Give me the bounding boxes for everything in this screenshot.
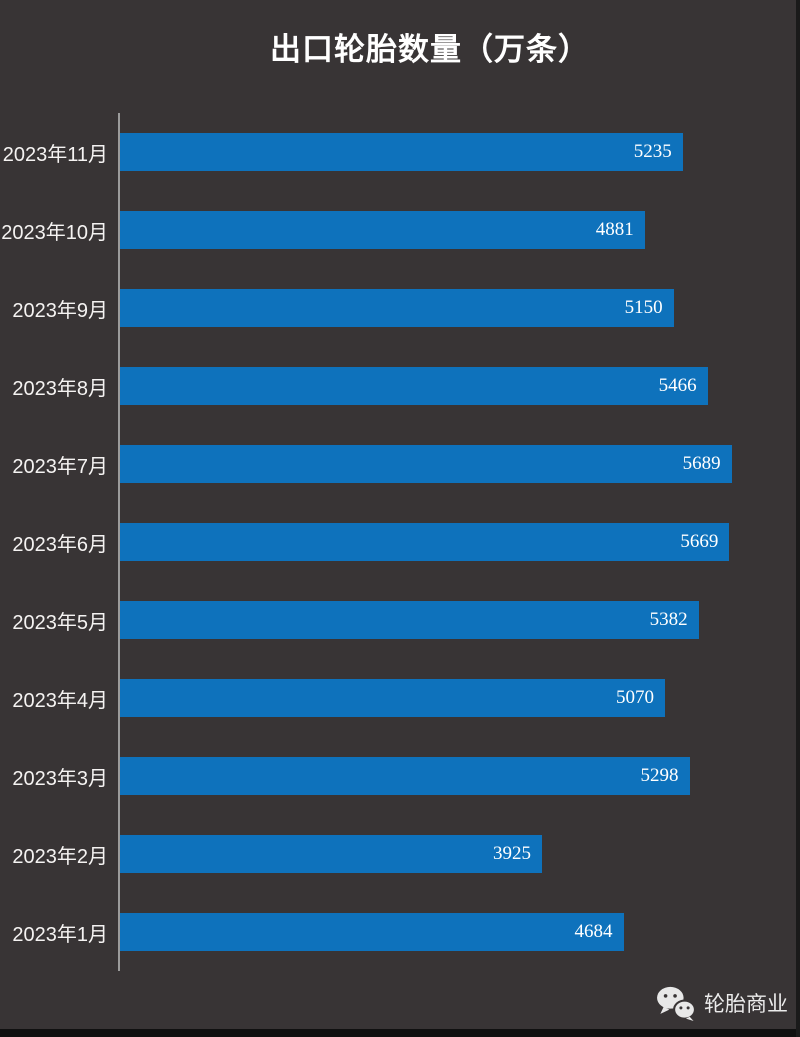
category-label: 2023年6月 bbox=[12, 533, 108, 556]
value-label: 5070 bbox=[616, 687, 655, 708]
bar-row: 2023年3月 5298 bbox=[0, 737, 765, 815]
bar: 5689 bbox=[120, 445, 732, 483]
bar: 5298 bbox=[120, 757, 690, 795]
category-label: 2023年3月 bbox=[12, 767, 108, 790]
category-label: 2023年1月 bbox=[12, 923, 108, 946]
bar-track: 5382 bbox=[120, 581, 765, 659]
bar-track: 5150 bbox=[120, 269, 765, 347]
bar: 5466 bbox=[120, 367, 708, 405]
bar-track: 5466 bbox=[120, 347, 765, 425]
bar-track: 5689 bbox=[120, 425, 765, 503]
bar-row: 2023年4月 5070 bbox=[0, 659, 765, 737]
bar-row: 2023年6月 5669 bbox=[0, 503, 765, 581]
bar-row: 2023年11月 5235 bbox=[0, 113, 765, 191]
value-label: 5689 bbox=[682, 453, 721, 474]
bar: 5070 bbox=[120, 679, 666, 717]
category-label: 2023年8月 bbox=[12, 377, 108, 400]
bar-track: 5669 bbox=[120, 503, 765, 581]
watermark-label: 轮胎商业 bbox=[704, 993, 788, 1016]
value-label: 4684 bbox=[574, 921, 613, 942]
bar-track: 4881 bbox=[120, 191, 765, 269]
bar-row: 2023年2月 3925 bbox=[0, 815, 765, 893]
value-label: 5669 bbox=[680, 531, 719, 552]
bottom-edge-border bbox=[0, 1029, 800, 1037]
bar-track: 5235 bbox=[120, 113, 765, 191]
bar-track: 5298 bbox=[120, 737, 765, 815]
value-label: 5150 bbox=[624, 297, 663, 318]
bar-row: 2023年9月 5150 bbox=[0, 269, 765, 347]
bar-row: 2023年5月 5382 bbox=[0, 581, 765, 659]
chart-title: 出口轮胎数量（万条） bbox=[270, 32, 590, 67]
wechat-icon bbox=[657, 986, 696, 1021]
watermark: 轮胎商业 bbox=[655, 985, 788, 1021]
bar: 3925 bbox=[120, 835, 542, 873]
bar: 5669 bbox=[120, 523, 730, 561]
bar-track: 3925 bbox=[120, 815, 765, 893]
bar: 4684 bbox=[120, 913, 624, 951]
bar-row: 2023年10月 4881 bbox=[0, 191, 765, 269]
category-label: 2023年10月 bbox=[1, 221, 108, 244]
value-label: 5298 bbox=[640, 765, 679, 786]
category-label: 2023年4月 bbox=[12, 689, 108, 712]
y-axis-line bbox=[118, 113, 120, 971]
bar-row: 2023年7月 5689 bbox=[0, 425, 765, 503]
bar-rows: 2023年11月 5235 2023年10月 4881 2023年9月 5150… bbox=[0, 113, 765, 971]
bar: 4881 bbox=[120, 211, 645, 249]
bar: 5150 bbox=[120, 289, 674, 327]
bar-row: 2023年1月 4684 bbox=[0, 893, 765, 971]
bar-chart: 2023年11月 5235 2023年10月 4881 2023年9月 5150… bbox=[0, 113, 765, 971]
bar: 5382 bbox=[120, 601, 699, 639]
category-label: 2023年2月 bbox=[12, 845, 108, 868]
bar-track: 5070 bbox=[120, 659, 765, 737]
category-label: 2023年5月 bbox=[12, 611, 108, 634]
value-label: 5382 bbox=[649, 609, 688, 630]
bar-track: 4684 bbox=[120, 893, 765, 971]
value-label: 3925 bbox=[492, 843, 531, 864]
value-label: 5235 bbox=[633, 141, 672, 162]
value-label: 4881 bbox=[595, 219, 634, 240]
category-label: 2023年7月 bbox=[12, 455, 108, 478]
value-label: 5466 bbox=[658, 375, 697, 396]
right-edge-border bbox=[796, 0, 800, 1037]
bar: 5235 bbox=[120, 133, 683, 171]
bar-row: 2023年8月 5466 bbox=[0, 347, 765, 425]
category-label: 2023年11月 bbox=[2, 143, 108, 166]
category-label: 2023年9月 bbox=[12, 299, 108, 322]
